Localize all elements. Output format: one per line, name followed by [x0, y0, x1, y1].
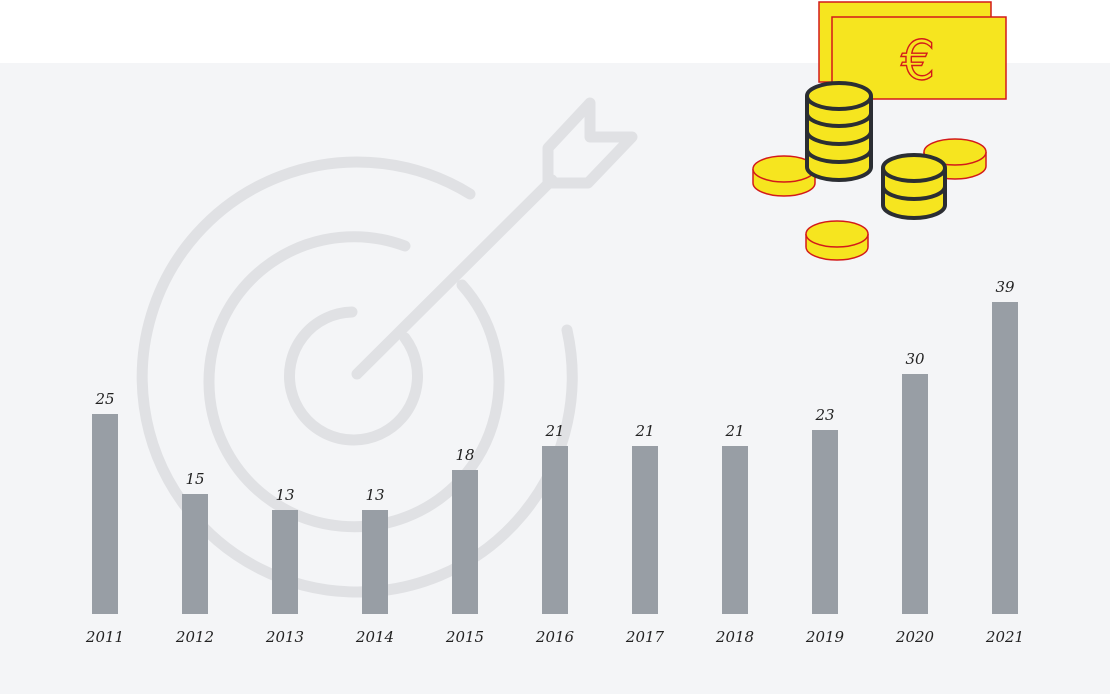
- coin-stack-icon: [805, 81, 873, 182]
- x-tick-label-2020: 2020: [895, 628, 935, 646]
- x-tick-label-2012: 2012: [175, 628, 214, 646]
- value-label-2017: 21: [634, 422, 654, 440]
- bar-2016: [542, 446, 568, 614]
- value-label-2020: 30: [905, 350, 925, 368]
- euro-symbol: €: [901, 29, 935, 92]
- bars-layer: [92, 302, 1018, 614]
- bar-2021: [992, 302, 1018, 614]
- value-label-2013: 13: [275, 486, 294, 504]
- value-labels-layer: 25 15 13 13 18 21 21 21 23 30 39: [94, 278, 1015, 504]
- bar-2013: [272, 510, 298, 614]
- x-tick-label-2016: 2016: [535, 628, 575, 646]
- bar-2015: [452, 470, 478, 614]
- x-tick-label-2021: 2021: [985, 628, 1024, 646]
- bar-2011: [92, 414, 118, 614]
- x-tick-label-2013: 2013: [265, 628, 304, 646]
- coin-stack-icon: [881, 153, 947, 220]
- x-tick-label-2018: 2018: [715, 628, 754, 646]
- bar-2019: [812, 430, 838, 614]
- bar-2012: [182, 494, 208, 614]
- bar-2014: [362, 510, 388, 614]
- value-label-2015: 18: [455, 446, 474, 464]
- x-tick-label-2014: 2014: [355, 628, 394, 646]
- x-tick-label-2017: 2017: [625, 628, 665, 646]
- x-tick-label-2011: 2011: [85, 628, 124, 646]
- value-label-2012: 15: [185, 470, 204, 488]
- tick-labels-layer: 2011 2012 2013 2014 2015 2016 2017 2018 2019 2020…: [85, 628, 1024, 646]
- value-label-2016: 21: [544, 422, 564, 440]
- bar-2018: [722, 446, 748, 614]
- value-label-2019: 23: [814, 406, 834, 424]
- value-label-2021: 39: [995, 278, 1015, 296]
- value-label-2014: 13: [365, 486, 384, 504]
- bar-2020: [902, 374, 928, 614]
- value-label-2018: 21: [724, 422, 744, 440]
- value-label-2011: 25: [94, 390, 114, 408]
- x-tick-label-2019: 2019: [805, 628, 845, 646]
- x-tick-label-2015: 2015: [445, 628, 484, 646]
- bar-2017: [632, 446, 658, 614]
